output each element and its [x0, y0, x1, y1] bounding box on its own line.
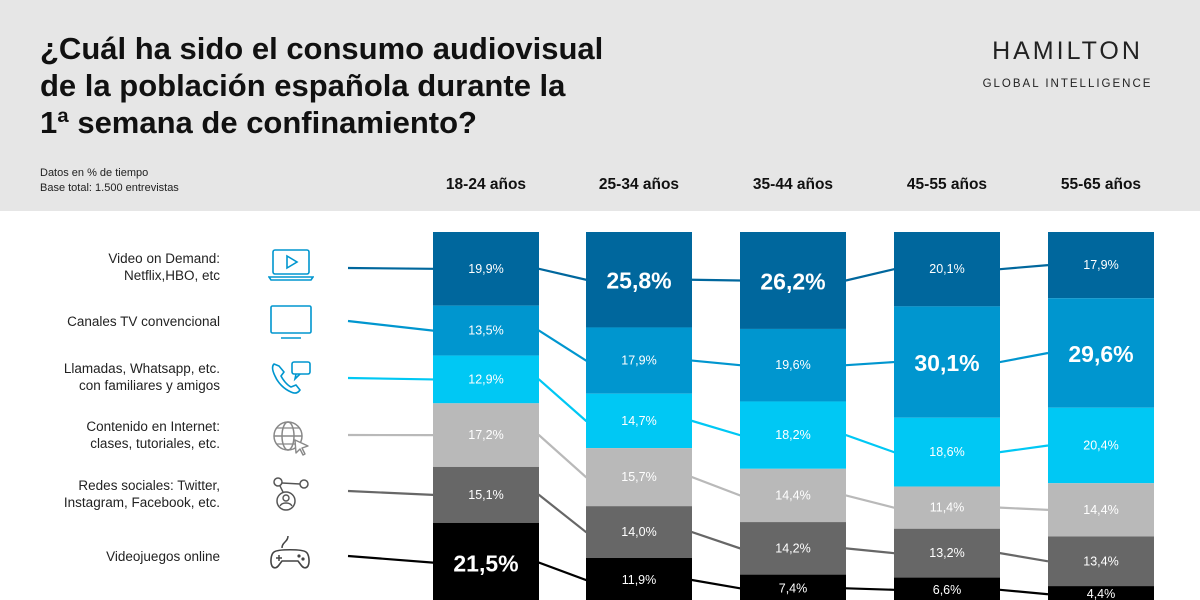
bar-segment	[433, 355, 539, 404]
age-group-label: 45-55 años	[906, 176, 988, 193]
value-label: 18,6%	[929, 445, 964, 459]
bar-segment	[1048, 232, 1154, 299]
value-label: 21,5%	[453, 551, 518, 577]
value-label: 17,2%	[468, 428, 503, 442]
brand-logo: HAMILTON GLOBAL INTELLIGENCE	[960, 36, 1175, 90]
bar-segment	[1048, 407, 1154, 484]
age-group-label: 35-44 años	[752, 176, 834, 193]
bar-segment	[740, 522, 846, 575]
value-label: 14,7%	[621, 414, 656, 428]
bar-segment	[1048, 586, 1154, 600]
bar-segment	[586, 327, 692, 394]
value-label: 14,4%	[775, 488, 810, 502]
bar-segment	[894, 486, 1000, 529]
bar-segment	[586, 557, 692, 600]
phone-chat-icon	[271, 361, 311, 394]
gamepad-icon	[270, 535, 310, 569]
bar-segment	[894, 306, 1000, 418]
globe-cursor-icon	[273, 421, 309, 456]
bar-segment	[740, 328, 846, 402]
age-group-label: 18-24 años	[445, 176, 527, 193]
bar-segment	[433, 305, 539, 356]
legend-label-vod: Video on Demand: Netflix,HBO, etc	[108, 251, 220, 283]
bar-segment	[433, 232, 539, 306]
bar-segment	[740, 574, 846, 600]
legend-label-calls: Llamadas, Whatsapp, etc. con familiares …	[63, 361, 220, 393]
value-label: 26,2%	[760, 268, 825, 294]
value-label: 4,4%	[1087, 587, 1116, 600]
value-label: 29,6%	[1068, 341, 1133, 367]
bar-segment	[433, 403, 539, 467]
meta-base: Base total: 1.500 entrevistas	[40, 182, 179, 194]
header-band	[0, 0, 1200, 211]
value-label: 20,1%	[929, 262, 964, 276]
bar-segment	[894, 577, 1000, 600]
value-label: 13,2%	[929, 546, 964, 560]
age-group-label: 55-65 años	[1060, 176, 1142, 193]
value-label: 6,6%	[933, 583, 962, 597]
value-label: 18,2%	[775, 428, 810, 442]
legend-label-social: Redes sociales: Twitter, Instagram, Face…	[63, 478, 220, 510]
value-label: 11,4%	[930, 501, 965, 515]
laptop-play-icon	[268, 249, 314, 281]
bar-segment	[894, 528, 1000, 578]
value-label: 11,9%	[622, 573, 657, 587]
value-label: 17,9%	[1083, 258, 1118, 272]
chart-meta: Datos en % de tiempo Base total: 1.500 e…	[40, 166, 179, 196]
social-network-icon	[273, 477, 309, 511]
brand-subtitle: GLOBAL INTELLIGENCE	[982, 78, 1153, 90]
bar-segment	[586, 393, 692, 449]
value-label: 12,9%	[468, 372, 503, 386]
age-group-label: 25-34 años	[598, 176, 680, 193]
value-label: 13,5%	[468, 324, 503, 338]
value-label: 25,8%	[606, 268, 671, 294]
bar-segment	[740, 401, 846, 469]
bar-segment	[894, 417, 1000, 487]
bar-segment	[433, 522, 539, 600]
bar-segment	[586, 506, 692, 558]
value-label: 15,1%	[468, 488, 503, 502]
bar-segment	[433, 466, 539, 523]
chart-title: ¿Cuál ha sido el consumo audiovisual de …	[40, 31, 604, 140]
value-label: 7,4%	[779, 581, 808, 595]
value-label: 14,2%	[775, 541, 810, 555]
value-label: 15,7%	[621, 470, 656, 484]
bar-segment	[894, 232, 1000, 307]
bar-segment	[740, 232, 846, 329]
bar-segment	[1048, 536, 1154, 587]
tv-icon	[270, 305, 312, 339]
value-label: 17,9%	[621, 354, 656, 368]
value-label: 19,6%	[775, 358, 810, 372]
value-label: 30,1%	[914, 350, 979, 376]
legend-label-games: Videojuegos online	[106, 549, 220, 564]
value-label: 13,4%	[1083, 554, 1118, 568]
bar-segment	[740, 468, 846, 523]
legend-label-tv: Canales TV convencional	[67, 314, 220, 329]
brand-name: HAMILTON	[992, 37, 1143, 65]
value-label: 19,9%	[468, 262, 503, 276]
legend-label-internet: Contenido en Internet: clases, tutoriale…	[86, 419, 220, 451]
bar-segment	[586, 232, 692, 328]
meta-unit: Datos en % de tiempo	[40, 167, 149, 179]
value-label: 20,4%	[1083, 438, 1118, 452]
bar-segment	[1048, 298, 1154, 408]
value-label: 14,0%	[621, 525, 656, 539]
bar-segment	[586, 448, 692, 507]
bar-segment	[1048, 483, 1154, 537]
value-label: 14,4%	[1083, 503, 1118, 517]
